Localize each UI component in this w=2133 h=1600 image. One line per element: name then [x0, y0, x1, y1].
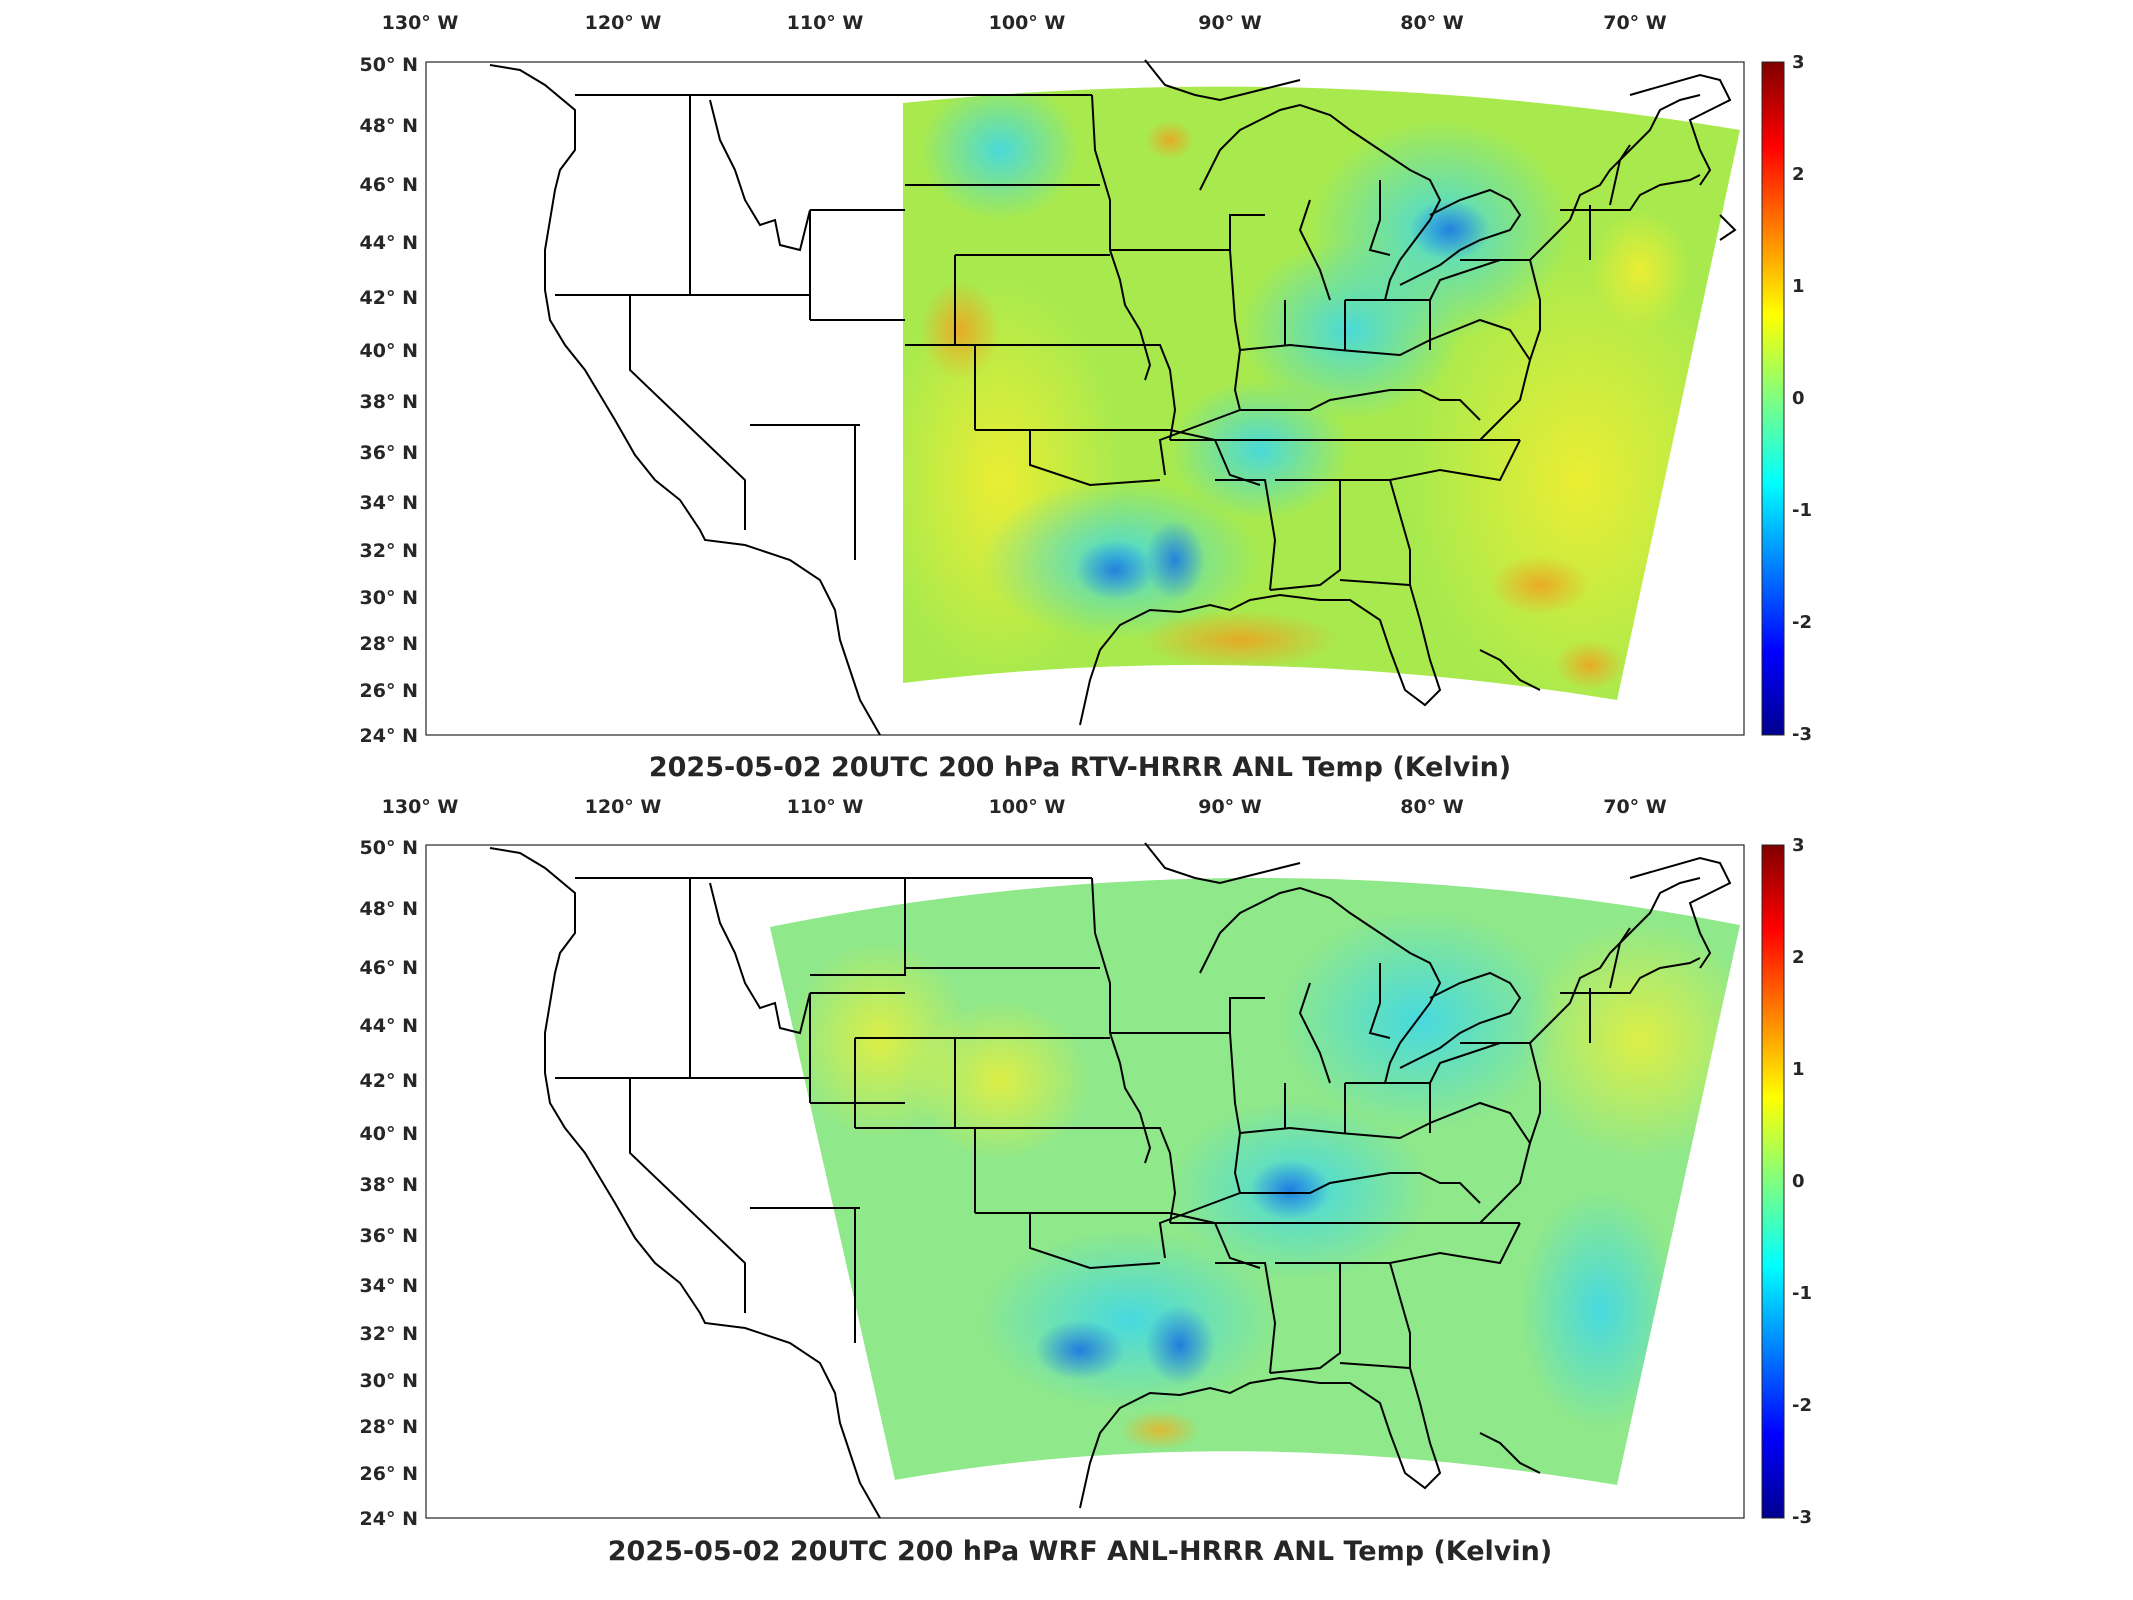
- lat-label: 32° N: [360, 1323, 418, 1345]
- lat-label: 32° N: [360, 540, 418, 562]
- lat-label: 28° N: [360, 633, 418, 655]
- colorbar-top: [1761, 61, 1785, 736]
- lat-label: 40° N: [360, 1123, 418, 1145]
- colorbar-tick: 0: [1792, 388, 1805, 409]
- lon-label: 80° W: [1400, 12, 1464, 34]
- lat-label: 44° N: [360, 232, 418, 254]
- lat-label: 42° N: [360, 287, 418, 309]
- lon-label: 110° W: [787, 12, 864, 34]
- lon-label: 100° W: [989, 796, 1066, 818]
- panel-title-bottom: 2025-05-02 20UTC 200 hPa WRF ANL-HRRR AN…: [608, 1536, 1552, 1567]
- lat-label: 36° N: [360, 442, 418, 464]
- lon-label: 110° W: [787, 796, 864, 818]
- colorbar-tick: 0: [1792, 1171, 1805, 1192]
- lon-label: 100° W: [989, 12, 1066, 34]
- lat-label: 30° N: [360, 1370, 418, 1392]
- lon-tick-labels-bottom: 130° W 120° W 110° W 100° W 90° W 80° W …: [382, 796, 1667, 818]
- colorbar-ticks-bottom: 3 2 1 0 -1 -2 -3: [1792, 835, 1812, 1528]
- map-figure-top: 130° W 120° W 110° W 100° W 90° W 80° W …: [360, 12, 1812, 783]
- lon-label: 70° W: [1603, 12, 1667, 34]
- temperature-field-top: [903, 86, 1740, 701]
- lon-label: 130° W: [382, 12, 459, 34]
- state-borders-top: [489, 59, 1737, 736]
- colorbar-tick: -1: [1792, 1283, 1812, 1304]
- colorbar-tick: -3: [1792, 1507, 1812, 1528]
- map-figure-bottom: 130° W 120° W 110° W 100° W 90° W 80° W …: [360, 796, 1812, 1567]
- lat-label: 24° N: [360, 1508, 418, 1530]
- colorbar-tick: 3: [1792, 52, 1805, 73]
- lat-label: 46° N: [360, 174, 418, 196]
- lon-label: 120° W: [585, 796, 662, 818]
- colorbar-tick: 2: [1792, 947, 1805, 968]
- colorbar-ticks-top: 3 2 1 0 -1 -2 -3: [1792, 52, 1812, 745]
- panel-title-top: 2025-05-02 20UTC 200 hPa RTV-HRRR ANL Te…: [649, 752, 1511, 783]
- lat-label: 42° N: [360, 1070, 418, 1092]
- temperature-field-bottom: [770, 877, 1740, 1485]
- colorbar-tick: -3: [1792, 724, 1812, 745]
- lon-label: 130° W: [382, 796, 459, 818]
- lat-label: 38° N: [360, 391, 418, 413]
- lon-label: 120° W: [585, 12, 662, 34]
- lon-label: 80° W: [1400, 796, 1464, 818]
- lat-label: 36° N: [360, 1225, 418, 1247]
- lat-tick-labels-bottom: 50° N 48° N 46° N 44° N 42° N 40° N 38° …: [360, 837, 418, 1530]
- colorbar-tick: 1: [1792, 276, 1805, 297]
- lat-label: 30° N: [360, 587, 418, 609]
- lat-label: 48° N: [360, 115, 418, 137]
- state-borders-bottom: [489, 842, 1732, 1519]
- colorbar-tick: -2: [1792, 612, 1812, 633]
- lat-label: 38° N: [360, 1174, 418, 1196]
- lat-label: 26° N: [360, 680, 418, 702]
- colorbar-tick: 2: [1792, 164, 1805, 185]
- lat-label: 34° N: [360, 1275, 418, 1297]
- map-panel-bottom: 130° W 120° W 110° W 100° W 90° W 80° W …: [0, 790, 2133, 1590]
- lat-tick-labels-top: 50° N 48° N 46° N 44° N 42° N 40° N 38° …: [360, 54, 418, 747]
- colorbar-tick: 1: [1792, 1059, 1805, 1080]
- lon-label: 90° W: [1198, 12, 1262, 34]
- lat-label: 50° N: [360, 54, 418, 76]
- lat-label: 48° N: [360, 898, 418, 920]
- lon-label: 70° W: [1603, 796, 1667, 818]
- lat-label: 28° N: [360, 1416, 418, 1438]
- colorbar-tick: -2: [1792, 1395, 1812, 1416]
- lon-tick-labels-top: 130° W 120° W 110° W 100° W 90° W 80° W …: [382, 12, 1667, 34]
- lat-label: 34° N: [360, 492, 418, 514]
- lat-label: 46° N: [360, 957, 418, 979]
- lat-label: 26° N: [360, 1463, 418, 1485]
- map-panel-top: 130° W 120° W 110° W 100° W 90° W 80° W …: [360, 12, 1812, 783]
- colorbar-tick: -1: [1792, 500, 1812, 521]
- lat-label: 50° N: [360, 837, 418, 859]
- colorbar-bottom: [1761, 844, 1785, 1519]
- lat-label: 24° N: [360, 725, 418, 747]
- colorbar-tick: 3: [1792, 835, 1805, 856]
- lon-label: 90° W: [1198, 796, 1262, 818]
- lat-label: 40° N: [360, 340, 418, 362]
- lat-label: 44° N: [360, 1015, 418, 1037]
